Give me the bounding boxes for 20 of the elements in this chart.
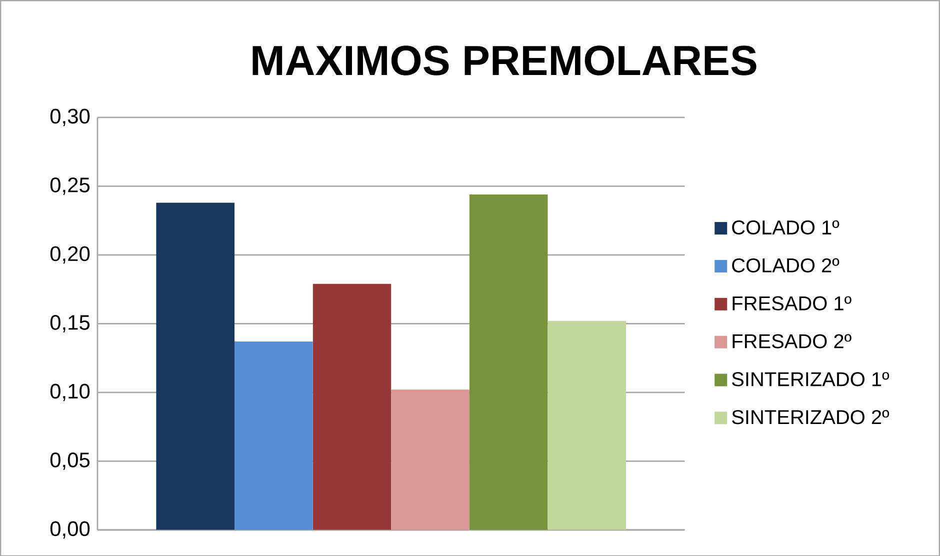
- legend-label: COLADO 2º: [732, 258, 840, 272]
- y-tick-label: 0,25: [50, 177, 90, 195]
- legend-label: FRESADO 2º: [732, 334, 852, 348]
- bar: [391, 389, 470, 530]
- bar: [469, 194, 548, 530]
- y-tick-label: 0,15: [50, 314, 90, 332]
- legend-label: SINTERIZADO 2º: [732, 410, 890, 424]
- y-tick-label: 0,30: [50, 108, 90, 126]
- bar: [234, 341, 313, 530]
- y-tick-label: 0,20: [50, 246, 90, 264]
- legend-label: COLADO 1º: [732, 220, 840, 234]
- bar: [312, 284, 392, 530]
- y-tick-label: 0,05: [50, 452, 90, 470]
- chart-title: MAXIMOS PREMOLARES: [252, 45, 756, 76]
- bar: [548, 320, 626, 530]
- legend-label: FRESADO 1º: [732, 296, 852, 310]
- bar: [156, 202, 235, 530]
- y-tick-label: 0,10: [50, 384, 90, 401]
- legend-label: SINTERIZADO 1º: [732, 372, 890, 386]
- y-tick-label: 0,00: [50, 521, 90, 538]
